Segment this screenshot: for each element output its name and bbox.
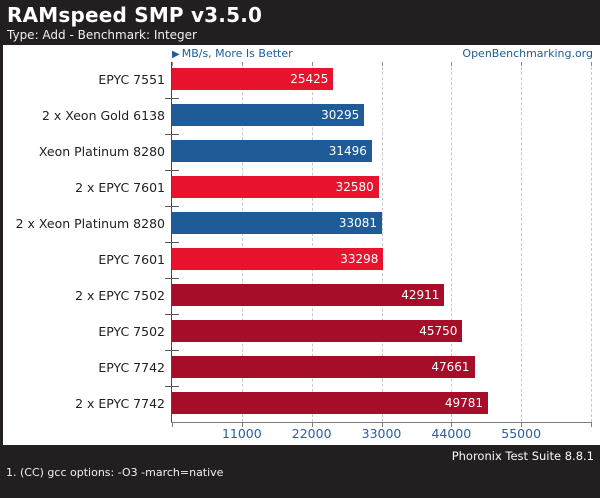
bar: 49781 bbox=[172, 392, 489, 414]
meta-strip: ▶ MB/s, More Is Better OpenBenchmarking.o… bbox=[0, 45, 600, 62]
y-axis-row-tick bbox=[165, 170, 179, 171]
bar-value-label: 33081 bbox=[338, 216, 377, 230]
bar-label: 2 x EPYC 7742 bbox=[75, 396, 165, 411]
graph-header: RAMspeed SMP v3.5.0 Type: Add - Benchmar… bbox=[0, 0, 600, 45]
bar: 33081 bbox=[172, 212, 382, 234]
y-axis-row-tick bbox=[165, 242, 179, 243]
y-axis-row-tick bbox=[165, 386, 179, 387]
axis-tick-top bbox=[241, 62, 243, 66]
openbenchmarking-link[interactable]: OpenBenchmarking.org bbox=[462, 47, 593, 60]
bar-label: EPYC 7551 bbox=[98, 72, 165, 87]
axis-tick-bottom bbox=[381, 423, 383, 427]
x-tick-label: 33000 bbox=[361, 426, 402, 441]
axis-tick-top bbox=[521, 62, 523, 66]
axis-tick-bottom bbox=[591, 423, 592, 427]
bar-label: EPYC 7742 bbox=[98, 360, 165, 375]
bar-value-label: 30295 bbox=[321, 108, 360, 122]
bar: 32580 bbox=[172, 176, 379, 198]
bar: 47661 bbox=[172, 356, 475, 378]
bar: 42911 bbox=[172, 284, 445, 306]
bar-value-label: 49781 bbox=[444, 396, 484, 410]
gridline bbox=[451, 62, 453, 422]
y-axis-row-tick bbox=[165, 350, 179, 351]
gridline bbox=[241, 62, 243, 422]
bar-label: 2 x EPYC 7601 bbox=[75, 180, 165, 195]
compiler-footnote: 1. (CC) gcc options: -O3 -march=native bbox=[6, 466, 224, 479]
bar-label: EPYC 7502 bbox=[98, 324, 165, 339]
axis-tick-bottom bbox=[521, 423, 523, 427]
bar-value-label: 42911 bbox=[401, 288, 440, 302]
gridline bbox=[521, 62, 523, 422]
bar: 45750 bbox=[172, 320, 463, 342]
bar-value-label: 47661 bbox=[431, 360, 470, 374]
axis-tick-top bbox=[451, 62, 453, 66]
axis-tick-bottom bbox=[241, 423, 243, 427]
x-tick-label: 22000 bbox=[291, 426, 332, 441]
bar-value-label: 25425 bbox=[290, 72, 329, 86]
y-axis-row-tick bbox=[165, 314, 179, 315]
graph-footer: Phoronix Test Suite 8.8.1 1. (CC) gcc op… bbox=[0, 445, 600, 498]
axis-tick-top bbox=[591, 62, 592, 66]
x-tick-label: 11000 bbox=[221, 426, 262, 441]
x-axis-line bbox=[171, 422, 592, 423]
gridline bbox=[591, 62, 592, 422]
axis-tick-bottom bbox=[451, 423, 453, 427]
x-tick-label: 55000 bbox=[501, 426, 542, 441]
bar: 33298 bbox=[172, 248, 384, 270]
axis-tick-bottom bbox=[172, 423, 173, 427]
y-axis-row-tick bbox=[165, 134, 179, 135]
unit-note-label: MB/s, More Is Better bbox=[181, 47, 293, 60]
more-is-better-arrow-icon: ▶ bbox=[172, 49, 180, 60]
gridline bbox=[311, 62, 313, 422]
bar: 31496 bbox=[172, 140, 372, 162]
plot-area: 11000 22000 33000 44000 55000 EPYC 7551 25425 2… bbox=[16, 62, 592, 441]
x-tick-label: 44000 bbox=[431, 426, 472, 441]
page-subtitle: Type: Add - Benchmark: Integer bbox=[7, 28, 197, 42]
bar-label: EPYC 7601 bbox=[98, 252, 165, 267]
bar-label: Xeon Platinum 8280 bbox=[38, 144, 165, 159]
y-axis-row-tick bbox=[165, 206, 179, 207]
axis-tick-bottom bbox=[311, 423, 313, 427]
y-axis-row-tick bbox=[165, 278, 179, 279]
left-edge-border bbox=[0, 45, 3, 445]
axis-tick-top bbox=[172, 62, 173, 66]
page-title: RAMspeed SMP v3.5.0 bbox=[7, 3, 263, 27]
bar-label: 2 x Xeon Platinum 8280 bbox=[15, 216, 165, 231]
bar: 30295 bbox=[172, 104, 365, 126]
phoronix-version-label: Phoronix Test Suite 8.8.1 bbox=[451, 449, 594, 463]
axis-tick-top bbox=[311, 62, 313, 66]
unit-note: ▶ MB/s, More Is Better bbox=[172, 47, 293, 60]
axis-tick-top bbox=[381, 62, 383, 66]
bar-value-label: 45750 bbox=[419, 324, 458, 338]
bar-label: 2 x EPYC 7502 bbox=[75, 288, 165, 303]
gridline bbox=[381, 62, 383, 422]
y-axis-row-tick bbox=[165, 98, 179, 99]
chart-zone: ▶ MB/s, More Is Better OpenBenchmarking.o… bbox=[0, 45, 600, 445]
bar-value-label: 33298 bbox=[340, 252, 379, 266]
bar-label: 2 x Xeon Gold 6138 bbox=[41, 108, 165, 123]
bar-value-label: 31496 bbox=[328, 144, 367, 158]
bar-value-label: 32580 bbox=[335, 180, 374, 194]
bar: 25425 bbox=[172, 68, 334, 90]
